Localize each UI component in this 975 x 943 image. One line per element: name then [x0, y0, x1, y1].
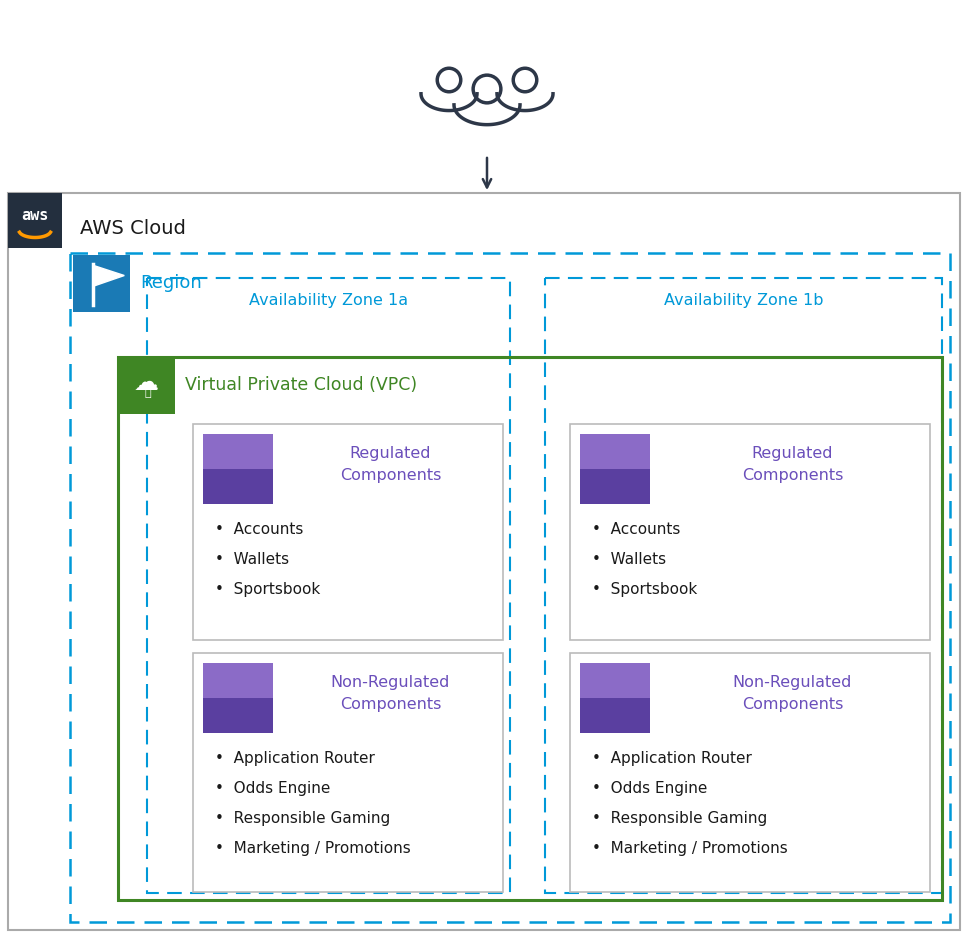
Text: •  Application Router: • Application Router [215, 751, 374, 766]
Bar [118, 357, 175, 414]
Text: •  Sportsbook: • Sportsbook [592, 582, 697, 597]
Text: Components: Components [340, 468, 441, 483]
Polygon shape [93, 265, 124, 287]
Bar [8, 193, 62, 248]
Text: Availability Zone 1b: Availability Zone 1b [664, 292, 823, 307]
Bar [8, 193, 960, 930]
Text: Virtual Private Cloud (VPC): Virtual Private Cloud (VPC) [185, 376, 417, 394]
Bar [203, 698, 273, 733]
Text: Non-Regulated: Non-Regulated [733, 675, 852, 690]
Text: •  Marketing / Promotions: • Marketing / Promotions [592, 841, 788, 856]
Text: AWS Cloud: AWS Cloud [80, 219, 186, 238]
Text: Regulated: Regulated [752, 446, 834, 461]
Bar [118, 357, 942, 900]
Text: •  Marketing / Promotions: • Marketing / Promotions [215, 841, 410, 856]
Text: •  Responsible Gaming: • Responsible Gaming [215, 811, 390, 826]
Bar [580, 469, 650, 504]
Bar [580, 698, 650, 733]
Bar [545, 278, 942, 893]
Bar [203, 434, 273, 504]
Text: •  Odds Engine: • Odds Engine [215, 781, 331, 796]
Text: •  Accounts: • Accounts [215, 522, 303, 537]
Text: Components: Components [340, 697, 441, 712]
Bar [147, 278, 510, 893]
Text: •  Accounts: • Accounts [592, 522, 681, 537]
Text: Non-Regulated: Non-Regulated [331, 675, 450, 690]
Text: •  Wallets: • Wallets [592, 552, 666, 567]
Text: •  Wallets: • Wallets [215, 552, 290, 567]
Bar [570, 653, 930, 892]
Bar [203, 469, 273, 504]
Bar [580, 434, 650, 504]
Bar [570, 424, 930, 640]
Text: •  Responsible Gaming: • Responsible Gaming [592, 811, 767, 826]
Text: ☁: ☁ [134, 371, 159, 394]
Bar [73, 255, 130, 312]
Text: Components: Components [742, 697, 843, 712]
Text: •  Sportsbook: • Sportsbook [215, 582, 320, 597]
Text: Components: Components [742, 468, 843, 483]
Text: •  Odds Engine: • Odds Engine [592, 781, 708, 796]
Bar [203, 663, 273, 733]
Text: aws: aws [21, 208, 49, 223]
Text: •  Application Router: • Application Router [592, 751, 752, 766]
Text: 🔒: 🔒 [144, 389, 151, 399]
Text: Regulated: Regulated [350, 446, 431, 461]
Text: Region: Region [140, 274, 202, 292]
Bar [193, 653, 503, 892]
Bar [193, 424, 503, 640]
Bar [70, 253, 950, 922]
Bar [580, 663, 650, 733]
Text: Availability Zone 1a: Availability Zone 1a [249, 292, 409, 307]
